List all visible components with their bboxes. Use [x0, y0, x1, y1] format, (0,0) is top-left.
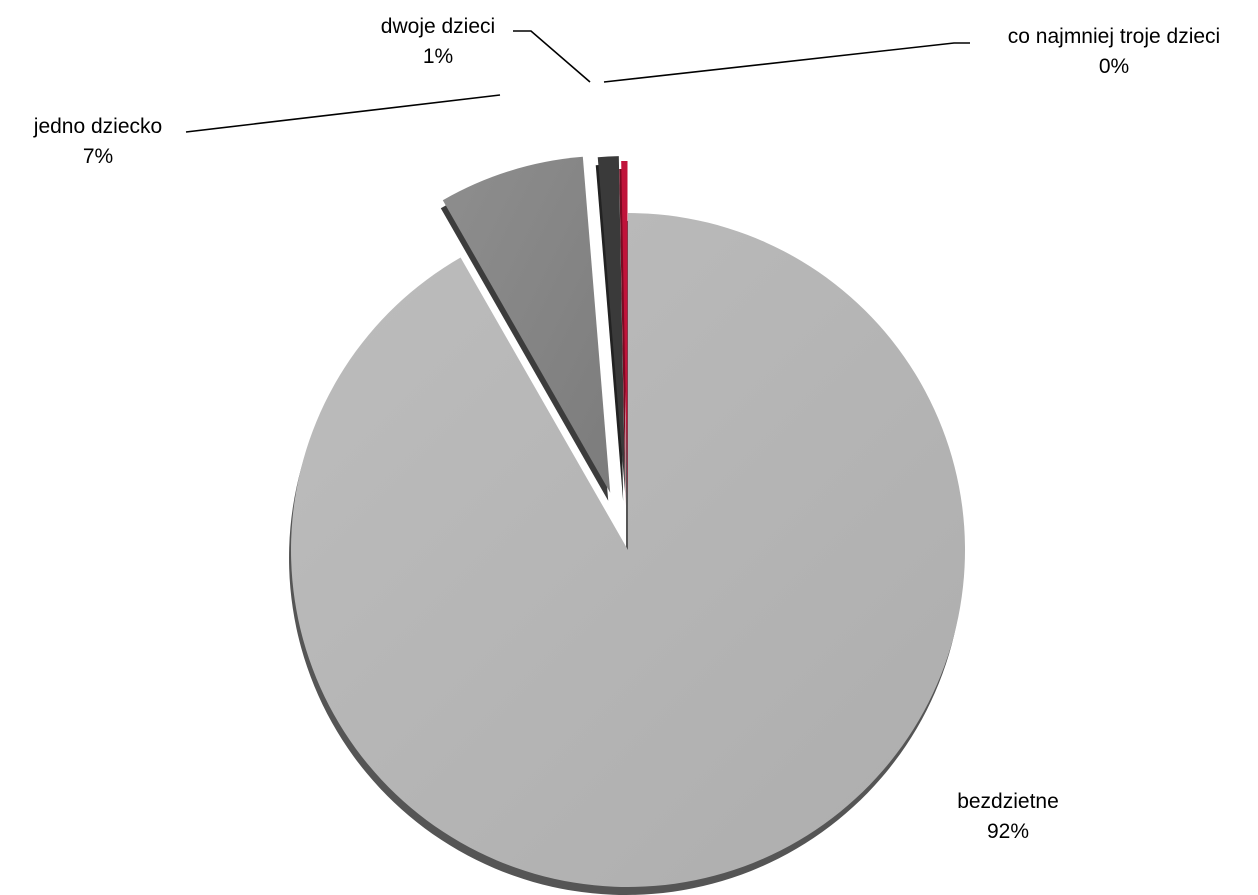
pie-slice-co-najmniej-troje-dzieci [621, 161, 628, 499]
pie-slice-jedno-dziecko [442, 156, 611, 493]
leader-line-dwoje-dzieci [513, 30, 591, 83]
pie-slice-dwoje-dzieci [597, 156, 626, 494]
leader-line-co-najmniej-troje-dzieci [603, 42, 970, 83]
slice-value-co-najmniej-troje-dzieci: 0% [1099, 55, 1129, 78]
slice-value-bezdzietne: 92% [987, 820, 1029, 843]
pie-slice-bezdzietne [291, 212, 966, 888]
slice-value-dwoje-dzieci: 1% [423, 45, 453, 68]
leader-line-group [185, 30, 970, 133]
slice-label-dwoje-dzieci: dwoje dzieci [381, 15, 495, 38]
slice-label-bezdzietne: bezdzietne [957, 790, 1059, 813]
slice-group [291, 156, 966, 888]
slice-value-jedno-dziecko: 7% [83, 145, 113, 168]
slice-label-co-najmniej-troje-dzieci: co najmniej troje dzieci [1008, 25, 1220, 48]
leader-line-jedno-dziecko [185, 94, 501, 133]
slice-label-jedno-dziecko: jedno dziecko [33, 115, 162, 138]
